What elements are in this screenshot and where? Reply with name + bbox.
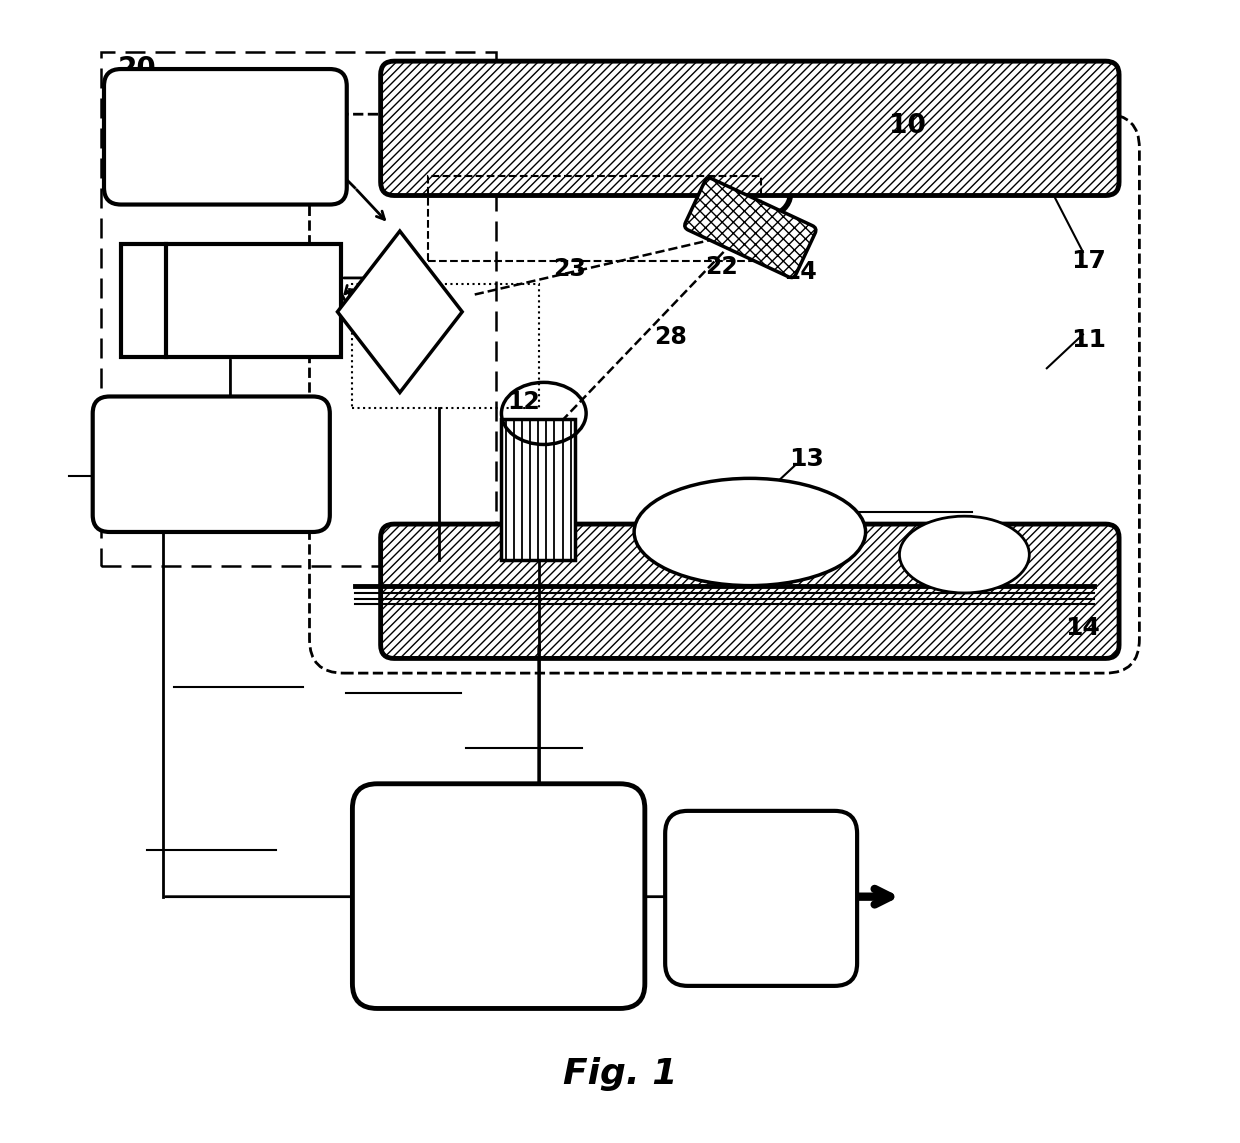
Text: Fig. 1: Fig. 1 bbox=[563, 1057, 677, 1090]
Text: 12: 12 bbox=[507, 390, 541, 414]
FancyBboxPatch shape bbox=[381, 61, 1118, 195]
Bar bbox=[100, 53, 496, 566]
Bar bbox=[428, 176, 761, 261]
Text: 23: 23 bbox=[553, 257, 585, 281]
Text: 28: 28 bbox=[655, 325, 687, 349]
Bar bbox=[352, 283, 538, 408]
Text: 11: 11 bbox=[1071, 328, 1106, 352]
Ellipse shape bbox=[507, 483, 569, 558]
Text: 13: 13 bbox=[789, 447, 823, 471]
FancyBboxPatch shape bbox=[104, 69, 347, 205]
Text: 26: 26 bbox=[219, 288, 257, 313]
Bar bbox=[122, 245, 341, 357]
Text: 10: 10 bbox=[889, 112, 926, 138]
Text: 16: 16 bbox=[742, 885, 780, 913]
Text: 14: 14 bbox=[1065, 616, 1100, 640]
Polygon shape bbox=[337, 231, 463, 392]
FancyBboxPatch shape bbox=[684, 178, 816, 278]
Text: 22: 22 bbox=[706, 255, 738, 279]
Text: 27: 27 bbox=[193, 451, 229, 478]
Ellipse shape bbox=[899, 517, 1029, 593]
Ellipse shape bbox=[634, 479, 866, 585]
Text: 15: 15 bbox=[477, 882, 521, 911]
FancyBboxPatch shape bbox=[93, 397, 330, 531]
Text: 24: 24 bbox=[784, 261, 817, 285]
Text: 25: 25 bbox=[206, 123, 243, 150]
FancyBboxPatch shape bbox=[352, 784, 645, 1008]
FancyBboxPatch shape bbox=[665, 810, 857, 986]
Text: 20: 20 bbox=[118, 55, 156, 83]
Text: 21: 21 bbox=[387, 336, 419, 360]
FancyBboxPatch shape bbox=[381, 525, 1118, 658]
Text: 17: 17 bbox=[1071, 249, 1106, 273]
Bar bbox=[501, 419, 575, 560]
